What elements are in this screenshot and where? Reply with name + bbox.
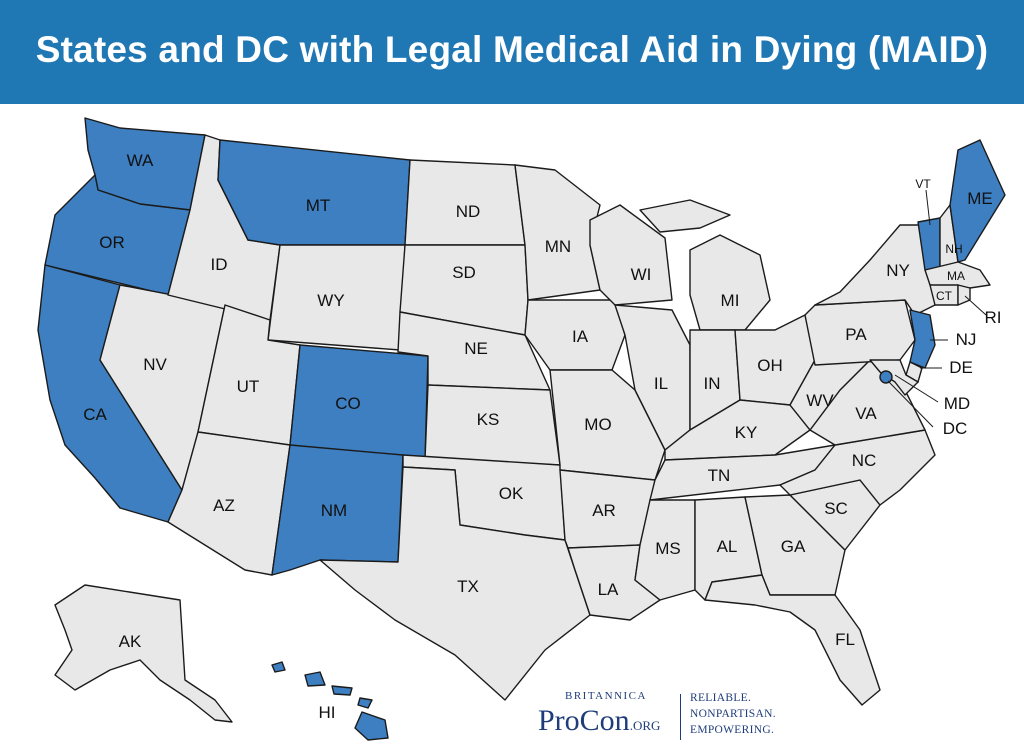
state-labels: WA OR CA NV ID MT WY UT CO AZ NM ND SD N… xyxy=(83,151,1001,722)
label-ma: MA xyxy=(947,269,965,283)
label-vt: VT xyxy=(915,177,931,191)
logo-tagline-2: NONPARTISAN. xyxy=(690,708,776,720)
label-ia: IA xyxy=(572,327,589,346)
label-ca: CA xyxy=(83,405,107,424)
label-ak: AK xyxy=(119,632,142,651)
label-sc: SC xyxy=(824,499,848,518)
label-al: AL xyxy=(717,537,738,556)
label-ut: UT xyxy=(237,377,260,396)
label-nd: ND xyxy=(456,202,481,221)
label-az: AZ xyxy=(213,496,235,515)
label-ks: KS xyxy=(477,410,500,429)
state-hi-3[interactable] xyxy=(331,685,353,696)
logo-divider xyxy=(680,694,681,740)
label-la: LA xyxy=(598,580,619,599)
title-banner: States and DC with Legal Medical Aid in … xyxy=(0,0,1024,104)
label-dc: DC xyxy=(943,419,968,438)
label-ky: KY xyxy=(735,423,758,442)
label-ok: OK xyxy=(499,484,524,503)
state-ak[interactable] xyxy=(54,584,233,723)
label-sd: SD xyxy=(452,263,476,282)
state-dc[interactable] xyxy=(879,370,893,384)
label-nv: NV xyxy=(143,355,167,374)
label-wa: WA xyxy=(127,151,154,170)
label-ga: GA xyxy=(781,537,806,556)
logo-britannica: BRITANNICA xyxy=(565,690,647,702)
label-nj: NJ xyxy=(956,330,977,349)
label-mo: MO xyxy=(584,415,611,434)
state-hi-5[interactable] xyxy=(354,711,389,741)
state-hi-4[interactable] xyxy=(357,697,373,709)
state-mi-upper[interactable] xyxy=(639,199,731,233)
label-oh: OH xyxy=(757,356,783,375)
state-tx[interactable] xyxy=(319,466,591,701)
label-ct: CT xyxy=(936,289,953,303)
state-mn[interactable] xyxy=(514,164,601,301)
label-il: IL xyxy=(654,374,668,393)
label-de: DE xyxy=(949,358,973,377)
label-ar: AR xyxy=(592,501,616,520)
label-mi: MI xyxy=(721,291,740,310)
label-hi: HI xyxy=(319,703,336,722)
label-pa: PA xyxy=(845,325,867,344)
label-ne: NE xyxy=(464,339,488,358)
label-wy: WY xyxy=(317,291,344,310)
label-wi: WI xyxy=(631,265,652,284)
label-tx: TX xyxy=(457,577,479,596)
label-mt: MT xyxy=(306,196,331,215)
state-fl[interactable] xyxy=(704,574,881,706)
state-hi-2[interactable] xyxy=(304,671,326,687)
logo-procon: ProCon.ORG xyxy=(538,704,660,738)
state-hi-1[interactable] xyxy=(271,661,286,673)
logo-tagline-1: RELIABLE. xyxy=(690,692,752,704)
state-ky[interactable] xyxy=(664,399,811,461)
state-nc[interactable] xyxy=(779,429,936,506)
label-fl: FL xyxy=(835,630,855,649)
map-title: States and DC with Legal Medical Aid in … xyxy=(35,29,989,70)
label-me: ME xyxy=(967,189,993,208)
label-mn: MN xyxy=(545,237,571,256)
label-ri: RI xyxy=(985,308,1002,327)
label-nm: NM xyxy=(321,501,347,520)
label-va: VA xyxy=(855,404,877,423)
label-tn: TN xyxy=(708,466,731,485)
label-in: IN xyxy=(704,374,721,393)
state-wi[interactable] xyxy=(589,204,673,306)
label-id: ID xyxy=(211,255,228,274)
label-ms: MS xyxy=(655,539,681,558)
label-wv: WV xyxy=(806,391,834,410)
label-nc: NC xyxy=(852,451,877,470)
label-co: CO xyxy=(335,394,361,413)
state-mi[interactable] xyxy=(689,234,771,331)
logo-org: .ORG xyxy=(629,718,661,733)
leader-lines xyxy=(887,189,987,428)
logo-tagline-3: EMPOWERING. xyxy=(690,724,775,736)
state-mt[interactable] xyxy=(217,139,411,246)
label-nh: NH xyxy=(945,242,962,256)
label-or: OR xyxy=(99,233,125,252)
logo-procon-word: ProCon xyxy=(538,704,630,737)
state-ri[interactable] xyxy=(957,284,971,306)
label-md: MD xyxy=(944,394,970,413)
state-mo[interactable] xyxy=(549,369,666,481)
label-ny: NY xyxy=(886,261,910,280)
procon-logo: BRITANNICA ProCon.ORG RELIABLE. NONPARTI… xyxy=(535,688,825,748)
